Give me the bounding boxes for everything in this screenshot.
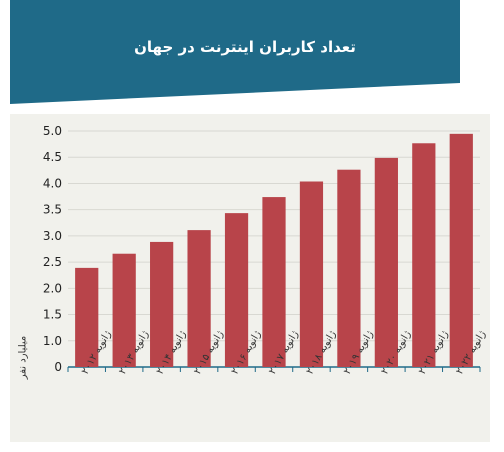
bar bbox=[150, 241, 174, 367]
bar bbox=[374, 157, 398, 367]
bar bbox=[299, 181, 324, 367]
bar bbox=[337, 169, 361, 367]
bar bbox=[449, 133, 473, 367]
y-tick-label: 3.0 bbox=[43, 229, 62, 243]
y-tick-label: 0 bbox=[54, 360, 62, 374]
y-tick-label: 4.0 bbox=[43, 176, 62, 190]
bar bbox=[262, 197, 286, 367]
bar bbox=[112, 253, 136, 367]
bar bbox=[412, 143, 436, 367]
y-axis-label: میلیارد نفر bbox=[17, 335, 29, 380]
y-tick-label: 1.5 bbox=[43, 308, 62, 322]
bar bbox=[224, 213, 249, 367]
chart-title: تعداد کاربران اینترنت در جهان bbox=[134, 38, 356, 56]
chart-panel: 0 1.0 1.5 2.0 2.5 3.0 3.5 4.0 4.5 5.0 ژانویه ۲۰۱۲ ژ… bbox=[10, 114, 490, 442]
banner-shape bbox=[10, 0, 460, 104]
y-tick-label: 4.5 bbox=[43, 150, 62, 164]
title-banner: تعداد کاربران اینترنت در جهان bbox=[0, 0, 504, 110]
y-tick-label: 3.5 bbox=[43, 203, 62, 217]
y-tick-label: 2.0 bbox=[43, 281, 62, 295]
bar bbox=[75, 267, 99, 367]
y-tick-label: 1.0 bbox=[43, 334, 62, 348]
y-tick-label: 2.5 bbox=[43, 255, 62, 269]
y-tick-label: 5.0 bbox=[43, 124, 62, 138]
bar bbox=[187, 230, 211, 367]
